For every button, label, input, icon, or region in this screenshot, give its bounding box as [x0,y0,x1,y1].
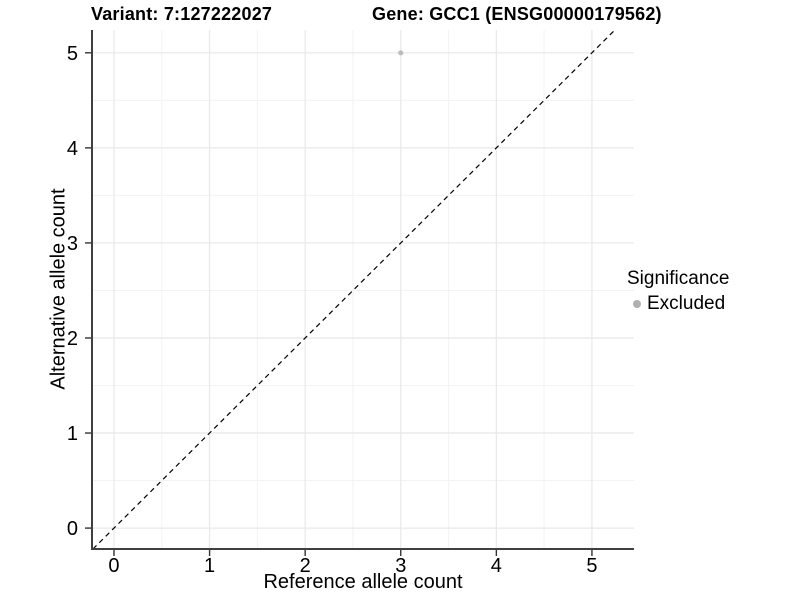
y-tick-label: 1 [67,423,78,445]
identity-line [92,29,616,550]
x-tick-label: 3 [395,555,406,577]
y-axis-title: Alternative allele count [47,188,70,390]
x-tick-label: 0 [108,555,119,577]
x-axis-title: Reference allele count [263,571,463,593]
y-tick-label: 2 [67,328,78,350]
legend-item-label: Excluded [647,293,726,314]
legend-title: Significance [627,268,730,289]
plot-title-variant: Variant: 7:127222027 [91,4,273,24]
x-tick-label: 1 [204,555,215,577]
x-tick-label: 4 [491,555,502,577]
legend: Significance Excluded [627,267,729,315]
plot-title-gene: Gene: GCC1 (ENSG00000179562) [372,4,662,24]
data-point [398,50,404,56]
y-tick-label: 0 [67,518,78,540]
x-tick-label: 2 [300,555,311,577]
legend-point-icon [633,299,641,308]
y-tick-label: 5 [67,43,78,65]
y-tick-label: 4 [67,138,78,160]
y-tick-label: 3 [67,233,78,255]
x-tick-label: 5 [586,555,597,577]
legend-item-excluded: Excluded [627,292,729,315]
